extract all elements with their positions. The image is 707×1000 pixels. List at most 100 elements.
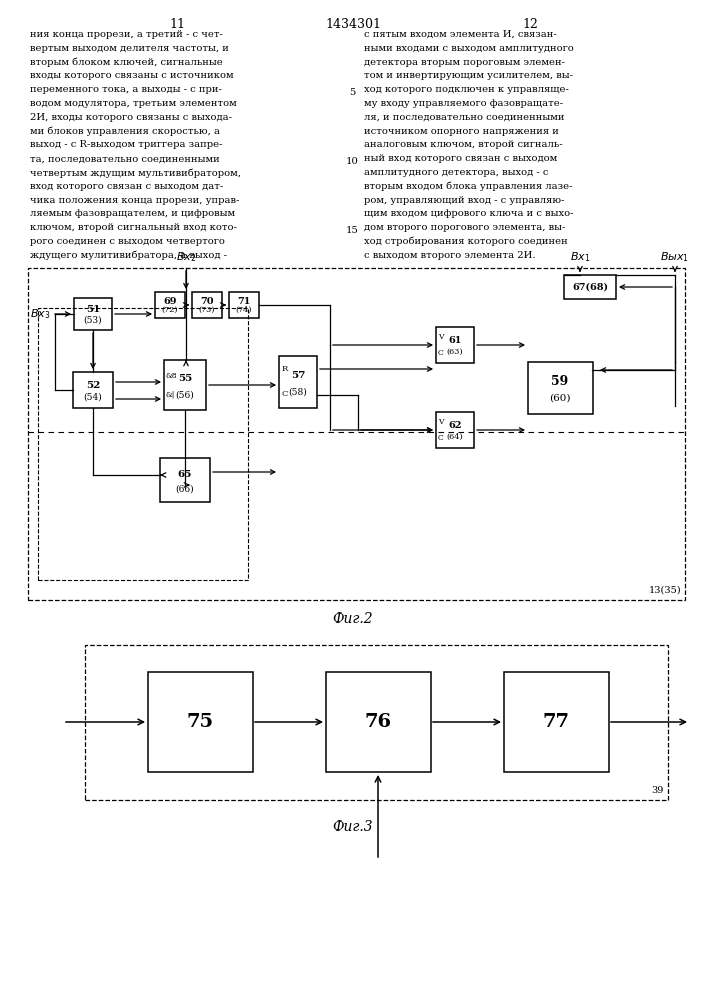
Text: (58): (58) [288, 388, 308, 397]
Text: 39: 39 [652, 786, 664, 795]
Text: переменного тока, а выходы - с при-: переменного тока, а выходы - с при- [30, 85, 222, 94]
Text: &8: &8 [166, 372, 177, 380]
Text: (56): (56) [175, 390, 194, 399]
Bar [160, 458, 210, 502]
Text: рого соединен с выходом четвертого: рого соединен с выходом четвертого [30, 237, 225, 246]
Text: ром, управляющий вход - с управляю-: ром, управляющий вход - с управляю- [364, 196, 564, 205]
Text: дом второго порогового элемента, вы-: дом второго порогового элемента, вы- [364, 223, 566, 232]
Text: ля, и последовательно соединенными: ля, и последовательно соединенными [364, 113, 564, 122]
Text: V: V [438, 333, 443, 341]
Text: 10: 10 [346, 157, 358, 166]
Text: 69: 69 [163, 297, 177, 306]
Text: ход стробирования которого соединен: ход стробирования которого соединен [364, 237, 568, 246]
Text: 5: 5 [349, 88, 355, 97]
Text: 61: 61 [448, 336, 462, 345]
Bar [564, 275, 616, 299]
Text: ход которого подключен к управляще-: ход которого подключен к управляще- [364, 85, 569, 94]
Text: C: C [282, 390, 288, 398]
Bar [74, 298, 112, 330]
Text: вторым блоком ключей, сигнальные: вторым блоком ключей, сигнальные [30, 58, 223, 67]
Text: (66): (66) [175, 484, 194, 493]
Text: 12: 12 [522, 18, 538, 31]
Text: ными входами с выходом амплитудного: ными входами с выходом амплитудного [364, 44, 574, 53]
Text: детектора вторым пороговым элемен-: детектора вторым пороговым элемен- [364, 58, 565, 67]
Bar [279, 356, 317, 408]
Text: $Bx_1$: $Bx_1$ [570, 250, 590, 264]
Text: 57: 57 [291, 371, 305, 380]
Bar [38, 308, 248, 580]
Text: с пятым входом элемента И, связан-: с пятым входом элемента И, связан- [364, 30, 556, 39]
Bar [73, 372, 113, 408]
Text: 1434301: 1434301 [325, 18, 381, 31]
Text: R: R [282, 365, 288, 373]
Bar [28, 268, 685, 600]
Text: C: C [438, 434, 444, 442]
Bar [192, 292, 222, 318]
Text: аналоговым ключом, второй сигналь-: аналоговым ключом, второй сигналь- [364, 140, 563, 149]
Text: чика положения конца прорези, управ-: чика положения конца прорези, управ- [30, 196, 240, 205]
Text: (63): (63) [447, 348, 463, 356]
Text: входы которого связаны с источником: входы которого связаны с источником [30, 71, 233, 80]
Text: 75: 75 [187, 713, 214, 731]
Text: (64): (64) [447, 433, 463, 441]
Text: 2И, входы которого связаны с выхода-: 2И, входы которого связаны с выхода- [30, 113, 232, 122]
Text: $Bx_3$: $Bx_3$ [30, 307, 50, 321]
Text: 13(35): 13(35) [648, 586, 681, 595]
Text: ляемым фазовращателем, и цифровым: ляемым фазовращателем, и цифровым [30, 209, 235, 218]
Text: 55: 55 [178, 374, 192, 383]
Text: &|: &| [166, 391, 175, 399]
Text: 76: 76 [364, 713, 392, 731]
Text: том и инвертирующим усилителем, вы-: том и инвертирующим усилителем, вы- [364, 71, 573, 80]
Text: вход которого связан с выходом дат-: вход которого связан с выходом дат- [30, 182, 223, 191]
Bar [148, 672, 253, 772]
Bar [164, 360, 206, 410]
Text: выход - с R-выходом триггера запре-: выход - с R-выходом триггера запре- [30, 140, 223, 149]
Text: ключом, второй сигнальный вход кото-: ключом, второй сигнальный вход кото- [30, 223, 237, 232]
Text: щим входом цифрового ключа и с выхо-: щим входом цифрового ключа и с выхо- [364, 209, 573, 218]
Text: та, последовательно соединенными: та, последовательно соединенными [30, 154, 220, 163]
Text: (74): (74) [235, 306, 252, 314]
Text: 77: 77 [542, 713, 570, 731]
Text: вторым входом блока управления лазе-: вторым входом блока управления лазе- [364, 182, 573, 191]
Text: (54): (54) [83, 393, 103, 402]
Bar [436, 327, 474, 363]
Text: 59: 59 [551, 375, 568, 388]
Bar [229, 292, 259, 318]
Text: ния конца прорези, а третий - с чет-: ния конца прорези, а третий - с чет- [30, 30, 223, 39]
Text: с выходом второго элемента 2И.: с выходом второго элемента 2И. [364, 251, 535, 260]
Text: ми блоков управления скоростью, а: ми блоков управления скоростью, а [30, 127, 220, 136]
Text: 51: 51 [86, 305, 100, 314]
Bar [85, 645, 668, 800]
Bar [504, 672, 609, 772]
Text: Фиг.3: Фиг.3 [333, 820, 373, 834]
Text: $Bx_2$: $Bx_2$ [176, 250, 196, 264]
Text: 70: 70 [200, 297, 214, 306]
Text: 15: 15 [346, 226, 358, 235]
Text: 52: 52 [86, 381, 100, 390]
Text: 11: 11 [169, 18, 185, 31]
Text: 62: 62 [448, 421, 462, 430]
Text: (53): (53) [83, 316, 103, 325]
Text: ный вход которого связан с выходом: ный вход которого связан с выходом [364, 154, 557, 163]
Text: C: C [438, 349, 444, 357]
Text: 65: 65 [178, 470, 192, 479]
Text: Фиг.2: Фиг.2 [333, 612, 373, 626]
Text: (73): (73) [199, 306, 215, 314]
Text: (60): (60) [549, 394, 571, 403]
Text: V: V [438, 418, 443, 426]
Text: источником опорного напряжения и: источником опорного напряжения и [364, 127, 559, 136]
Text: вертым выходом делителя частоты, и: вертым выходом делителя частоты, и [30, 44, 229, 53]
Text: 71: 71 [238, 297, 251, 306]
Text: (72): (72) [162, 306, 178, 314]
Bar [527, 362, 592, 414]
Text: $Bых_1$: $Bых_1$ [660, 250, 689, 264]
Bar [155, 292, 185, 318]
Text: 67(68): 67(68) [572, 282, 608, 292]
Text: му входу управляемого фазовращате-: му входу управляемого фазовращате- [364, 99, 563, 108]
Text: четвертым ждущим мультивибратором,: четвертым ждущим мультивибратором, [30, 168, 241, 178]
Text: ждущего мулитивибратора, а выход -: ждущего мулитивибратора, а выход - [30, 251, 227, 260]
Text: водом модулятора, третьим элементом: водом модулятора, третьим элементом [30, 99, 237, 108]
Bar [326, 672, 431, 772]
Text: амплитудного детектора, выход - с: амплитудного детектора, выход - с [364, 168, 549, 177]
Bar [436, 412, 474, 448]
